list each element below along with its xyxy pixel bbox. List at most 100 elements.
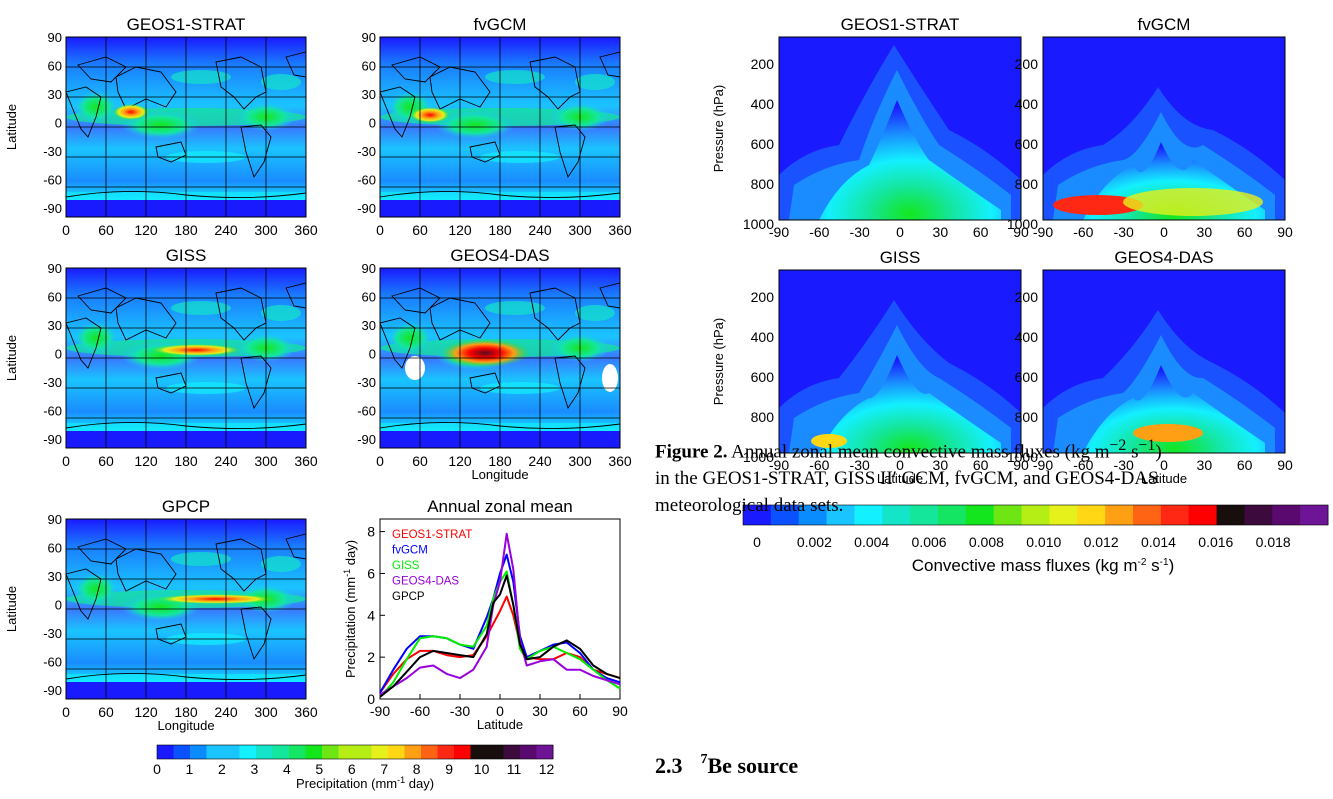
lat-tick-label: -30 [1114,224,1134,240]
lat-tick-label: 30 [933,457,949,473]
series-line [379,532,621,696]
colorbar-swatch [338,745,356,759]
lat-tick-label: 90 [48,512,62,527]
colorbar-tick-label: 0.006 [912,534,947,550]
pressure-tick-label: 600 [1015,369,1039,385]
panel-title: GEOS4-DAS [1114,248,1213,267]
lat-tick-label: 0 [369,116,376,131]
pressure-tick-label: 1000 [743,449,774,465]
lat-tick-label: -90 [357,432,376,447]
map-ylabel: Latitude [4,104,19,150]
colorbar-tick-label: 0.014 [1141,534,1176,550]
lat-tick-label: -30 [43,626,62,641]
y-tick-label: 0 [367,691,375,707]
lat-tick-label: 0 [55,598,62,613]
colorbar-swatch [1021,505,1050,525]
zonal-title: Annual zonal mean [427,497,573,516]
lat-tick-label: -30 [357,144,376,159]
colorbar-swatch [826,505,855,525]
flux-maximum [811,434,847,448]
legend-entry: GISS [392,560,420,572]
colorbar-swatch [487,745,504,759]
lat-tick-label: 60 [1237,457,1253,473]
lon-tick-label: 0 [376,453,384,469]
flux-colorbar: 0 0.002 0.004 0.006 0.008 0.010 0.012 0.014 0.01… [742,504,1329,575]
colorbar-tick-label: 9 [445,761,453,777]
colorbar-swatch [1216,505,1245,525]
lon-tick-label: 360 [608,222,632,238]
section-title: Be source [707,753,799,778]
legend-entry: GPCP [392,591,425,603]
lat-tick-label: -60 [809,224,829,240]
colorbar-swatch [910,505,939,525]
y-tick-label: 6 [367,565,375,581]
precip-hotspot [151,344,241,356]
lon-tick-label: 180 [174,704,198,720]
lat-tick-label: -90 [43,432,62,447]
colorbar-tick-label: 5 [315,761,323,777]
caption-mid: s [1126,441,1139,463]
zonal-ylabel: Precipitation (mm-1 day) [342,540,358,678]
lat-tick-label: -30 [43,375,62,390]
precip-hotspot [156,594,276,604]
y-tick-label: 2 [367,649,375,665]
panel-title: GEOS1-STRAT [841,15,960,34]
lat-tick-label: -90 [769,224,789,240]
colorbar-swatch [322,745,339,759]
map-title: GEOS1-STRAT [127,15,246,34]
lat-tick-label: -60 [809,457,829,473]
lat-tick-label: 30 [48,318,62,333]
map-ylabel: Latitude [4,335,19,381]
pressure-tick-label: 200 [1015,289,1039,305]
panel-ylabel: Pressure (hPa) [711,85,726,172]
colorbar-swatch [1300,505,1329,525]
colorbar-tick-label: 4 [283,761,291,777]
colorbar-swatch [743,505,772,525]
pressure-tick-label: 400 [751,96,775,112]
lon-tick-label: 60 [98,222,114,238]
section-superscript: 7 [700,752,708,767]
x-tick-label: -30 [450,703,470,719]
map-title: GEOS4-DAS [450,246,549,265]
y-tick-label: 8 [367,524,375,540]
lat-tick-label: 30 [933,224,949,240]
lon-tick-label: 60 [98,704,114,720]
lon-tick-label: 180 [488,222,512,238]
colorbar-swatch [882,505,911,525]
colorbar-swatch [239,745,257,759]
pressure-tick-label: 200 [1015,56,1039,72]
lon-tick-label: 360 [294,222,318,238]
lat-tick-label: -90 [43,683,62,698]
lon-tick-label: 180 [174,222,198,238]
pressure-tick-label: 400 [1015,329,1039,345]
legend-entry: fvGCM [392,545,428,557]
figure-caption: Figure 2. Annual zonal mean convective m… [655,432,1327,519]
lat-tick-label: 0 [1160,224,1168,240]
lon-tick-label: 240 [214,222,238,238]
map-title: GISS [166,246,207,265]
colorbar-swatch [1272,505,1301,525]
lon-tick-label: 240 [214,704,238,720]
lat-tick-label: -30 [850,224,870,240]
colorbar-swatch [289,745,306,759]
lat-tick-label: 90 [1277,457,1293,473]
lat-tick-label: -90 [1033,457,1053,473]
lat-tick-label: -30 [850,457,870,473]
lat-tick-label: 0 [55,116,62,131]
flux-region [1123,188,1263,216]
lat-tick-label: -60 [1073,224,1093,240]
lat-tick-label: 0 [896,224,904,240]
colorbar-tick-label: 0.004 [854,534,889,550]
colorbar-swatch [437,745,455,759]
x-tick-label: -90 [370,703,390,719]
colorbar-tick-label: 0.008 [969,534,1004,550]
lat-tick-label: 60 [48,290,62,305]
colorbar-swatch [854,505,883,525]
pressure-tick-label: 800 [1015,409,1039,425]
colorbar-swatch [520,745,537,759]
lat-tick-label: -90 [43,201,62,216]
lat-tick-label: 90 [362,30,376,45]
